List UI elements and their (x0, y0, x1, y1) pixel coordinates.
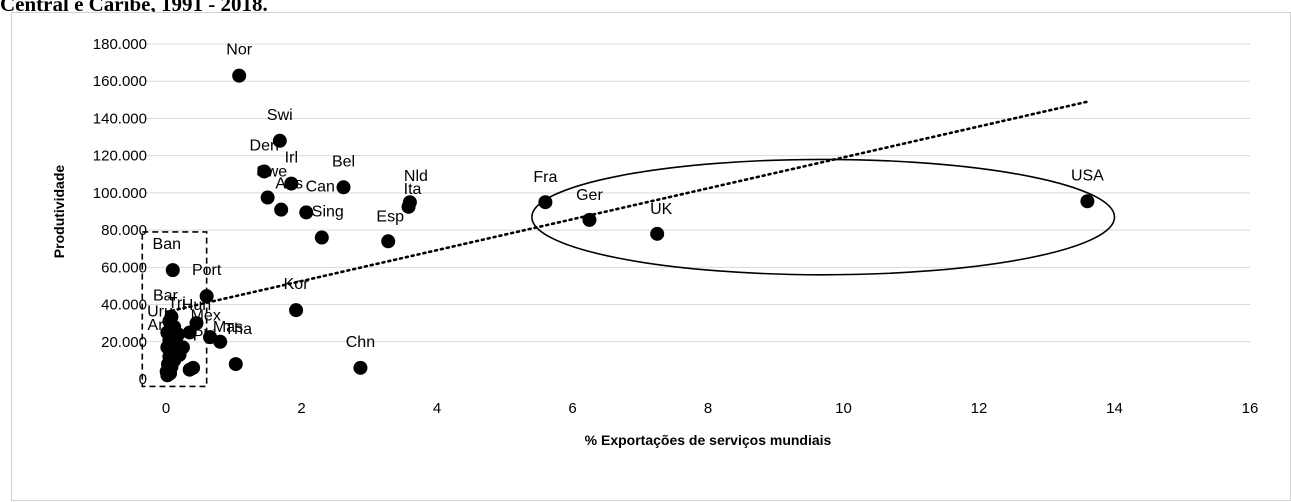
data-point (199, 289, 214, 304)
data-point (538, 195, 553, 210)
point-label: Tri (168, 295, 186, 312)
point-label: Den (250, 137, 279, 154)
trendline-layer (164, 100, 1089, 314)
point-label: Mas (213, 319, 243, 336)
gridlines (146, 43, 1250, 343)
x-tick-label: 0 (162, 400, 170, 417)
point-label: Bar (153, 288, 179, 305)
point-label: Arg (148, 317, 173, 334)
y-tick-label: 80.000 (101, 222, 147, 239)
data-point (299, 205, 314, 220)
data-point (284, 176, 299, 191)
data-point (582, 212, 597, 227)
point-label: Nld (404, 168, 428, 185)
point-label: Fra (533, 169, 557, 186)
data-point (165, 263, 180, 278)
data-points (159, 68, 1095, 383)
data-point (274, 202, 289, 217)
data-point (1080, 194, 1095, 209)
point-label: Port (192, 262, 222, 279)
chart-area: 0 20.000 40.000 60.000 80.000 100.000 120.000 1… (11, 12, 1291, 501)
data-point (289, 303, 304, 318)
point-label: Bel (332, 153, 355, 170)
point-label: Swi (267, 107, 293, 124)
point-label: Hun (182, 297, 211, 314)
point-label: Ita (404, 181, 422, 198)
data-point (175, 340, 190, 355)
y-tick-label: 180.000 (93, 36, 147, 53)
point-label: Nor (226, 42, 252, 59)
point-label: Ger (576, 187, 603, 204)
data-point (160, 368, 175, 383)
point-label: Sing (312, 204, 344, 221)
point-label: UK (650, 201, 673, 218)
x-tick-label: 2 (297, 400, 305, 417)
trendline (164, 100, 1089, 314)
point-label: Esp (376, 208, 404, 225)
y-tick-label: 120.000 (93, 148, 147, 165)
data-point (182, 325, 197, 340)
y-tick-label: 100.000 (93, 185, 147, 202)
point-label: Irl (285, 150, 298, 167)
data-point (257, 164, 272, 179)
x-tick-label: 16 (1242, 400, 1259, 417)
data-point (314, 230, 329, 245)
x-axis-ticks: 0 2 4 6 8 10 12 14 16 (162, 400, 1259, 417)
data-point (353, 360, 368, 375)
data-point (232, 68, 247, 83)
point-label: Ban (153, 236, 181, 253)
point-label: Can (306, 178, 335, 195)
point-label: Uru (147, 304, 173, 321)
data-point (213, 334, 228, 349)
y-tick-label: 140.000 (93, 110, 147, 127)
x-tick-label: 4 (433, 400, 441, 417)
highlight-ellipse (531, 158, 1116, 276)
point-label: Chn (346, 334, 375, 351)
point-label: Phi (193, 328, 216, 345)
y-tick-label: 160.000 (93, 73, 147, 90)
data-point (260, 190, 275, 205)
data-point (336, 180, 351, 195)
y-tick-label: 40.000 (101, 297, 147, 314)
x-tick-label: 14 (1106, 400, 1123, 417)
data-point (650, 226, 665, 241)
point-label: Swe (256, 164, 287, 181)
point-label: USA (1071, 167, 1104, 184)
data-point (401, 199, 416, 214)
data-point (381, 234, 396, 249)
highlight-shapes (141, 158, 1116, 388)
x-axis-title: % Exportações de serviços mundiais (585, 432, 832, 448)
x-tick-label: 6 (568, 400, 576, 417)
point-label: Aus (275, 176, 303, 193)
y-tick-label: 60.000 (101, 259, 147, 276)
data-point (228, 357, 243, 372)
data-point (272, 133, 287, 148)
y-tick-label: 20.000 (101, 334, 147, 351)
y-axis-title: Produtividade (51, 165, 67, 259)
point-label: Tha (224, 321, 252, 338)
x-tick-label: 8 (704, 400, 712, 417)
data-point (182, 362, 197, 377)
point-label: Kor (284, 276, 310, 293)
highlight-box (141, 231, 208, 388)
y-axis-ticks: 020.00040.00060.00080.000100.000120.0001… (93, 36, 147, 388)
x-tick-label: 12 (971, 400, 988, 417)
scatter-chart: 0 20.000 40.000 60.000 80.000 100.000 120.000 1… (51, 36, 1259, 448)
x-tick-label: 10 (835, 400, 852, 417)
point-label: Mex (191, 307, 221, 324)
